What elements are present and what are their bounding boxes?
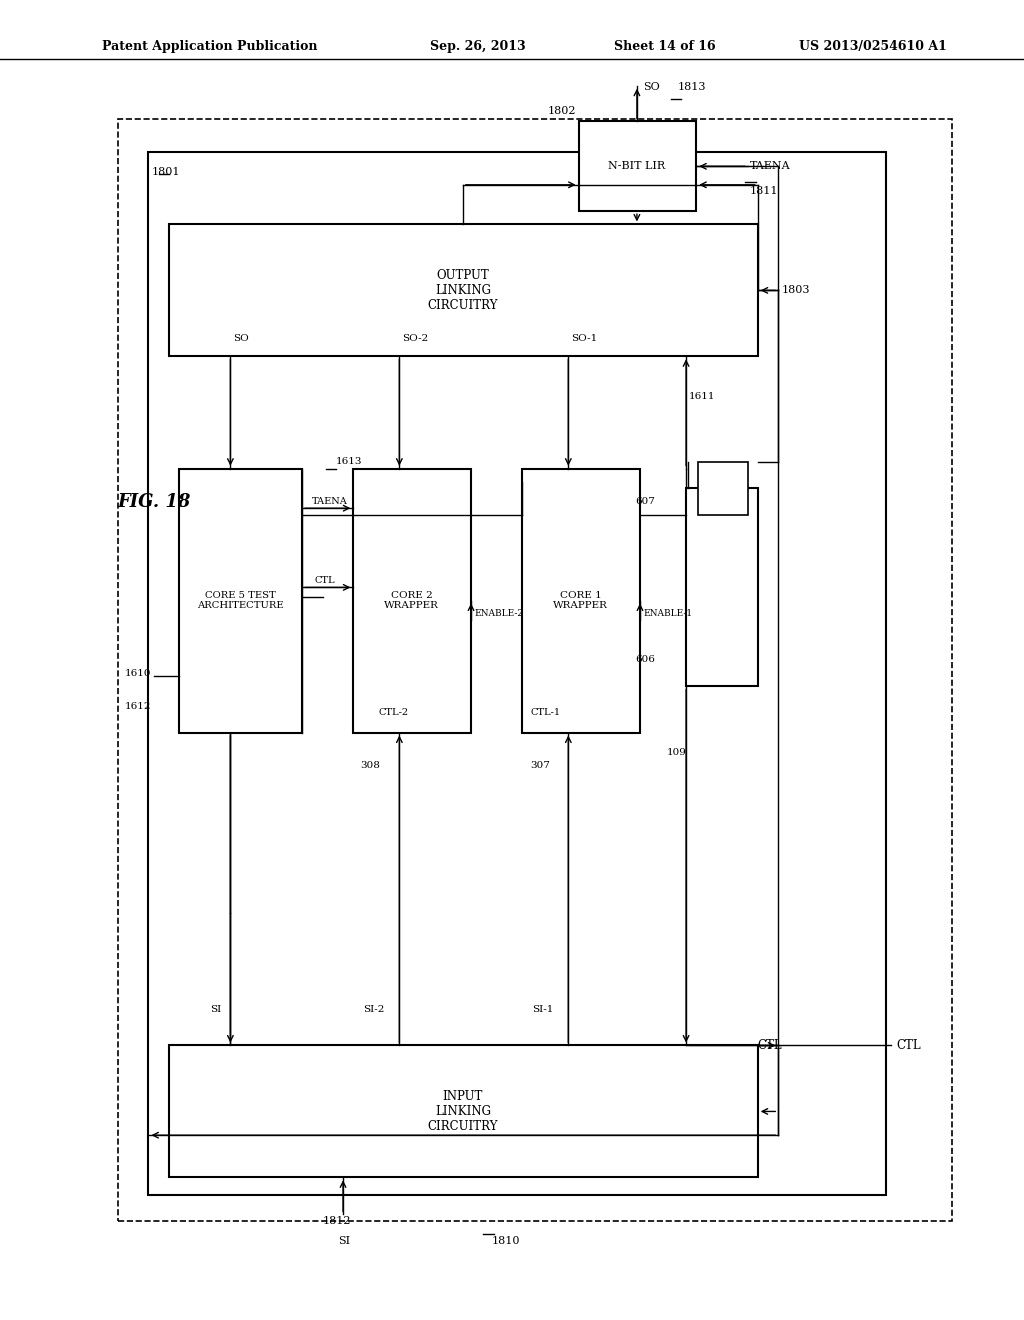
Text: 1612: 1612 [125,702,152,710]
Text: ENABLE-2: ENABLE-2 [474,610,523,618]
Text: INPUT
LINKING
CIRCUITRY: INPUT LINKING CIRCUITRY [428,1090,498,1133]
Text: 606: 606 [636,656,655,664]
Text: 1611: 1611 [689,392,716,400]
Text: CTL: CTL [758,1039,782,1052]
Bar [169,1045,758,1177]
Text: CORE 2
WRAPPER: CORE 2 WRAPPER [384,591,439,610]
Text: CORE 5 TEST
ARCHITECTURE: CORE 5 TEST ARCHITECTURE [198,591,284,610]
Text: US 2013/0254610 A1: US 2013/0254610 A1 [799,40,946,53]
Text: SO-2: SO-2 [402,334,429,343]
Text: TAENA: TAENA [750,161,791,172]
Text: 308: 308 [360,762,380,770]
Text: 1613: 1613 [336,458,362,466]
Bar [698,462,748,515]
Text: 109: 109 [667,748,686,756]
Text: ENABLE-1: ENABLE-1 [643,610,692,618]
Bar [522,469,640,733]
Text: SI-2: SI-2 [364,1006,385,1014]
Text: N-BIT LIR: N-BIT LIR [608,161,666,172]
Text: SI-1: SI-1 [532,1006,554,1014]
Text: 307: 307 [530,762,550,770]
Bar [118,119,952,1221]
Text: CTL: CTL [896,1039,921,1052]
Bar [148,152,886,1195]
Bar [179,469,302,733]
Text: 1812: 1812 [323,1216,351,1226]
Text: CORE 1
WRAPPER: CORE 1 WRAPPER [553,591,608,610]
Text: 1803: 1803 [781,285,810,296]
Bar [353,469,471,733]
Text: TAENA: TAENA [312,498,348,506]
Text: 1813: 1813 [678,82,707,92]
Text: Sep. 26, 2013: Sep. 26, 2013 [430,40,525,53]
Text: CTL-1: CTL-1 [530,709,560,717]
Text: CTL-2: CTL-2 [379,709,409,717]
Text: SO: SO [233,334,249,343]
Text: 1810: 1810 [492,1236,520,1246]
Bar [579,121,696,211]
Text: Patent Application Publication: Patent Application Publication [102,40,317,53]
Text: 1811: 1811 [750,186,778,197]
Text: SI: SI [210,1006,221,1014]
Text: FIG. 18: FIG. 18 [118,492,191,511]
Text: 1801: 1801 [152,166,180,177]
Bar [169,224,758,356]
Text: OUTPUT
LINKING
CIRCUITRY: OUTPUT LINKING CIRCUITRY [428,269,498,312]
Text: Sheet 14 of 16: Sheet 14 of 16 [614,40,716,53]
Text: CTL: CTL [314,577,335,585]
Text: SO: SO [643,82,659,92]
Text: 607: 607 [636,498,655,506]
Text: 1610: 1610 [125,669,152,677]
Text: 1802: 1802 [548,106,577,116]
Text: SO-1: SO-1 [571,334,598,343]
Bar [686,488,758,686]
Text: SI: SI [338,1236,350,1246]
